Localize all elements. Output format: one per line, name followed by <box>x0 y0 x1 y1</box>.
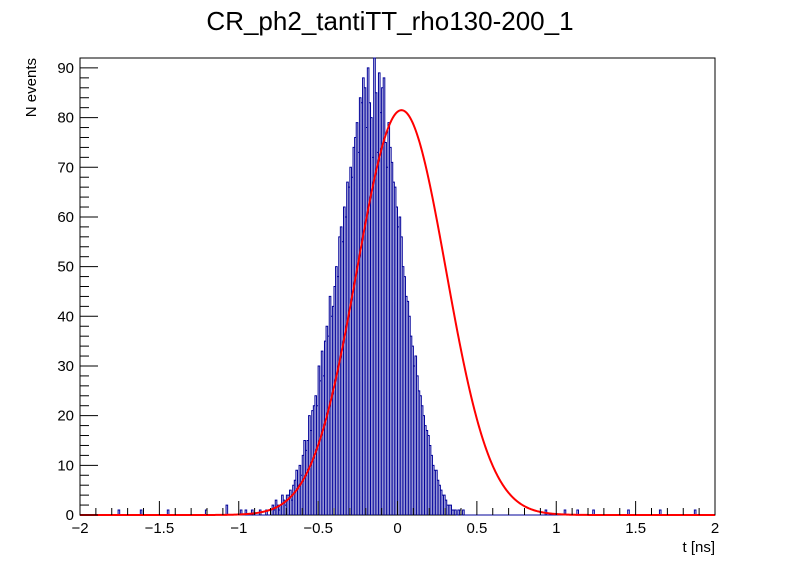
x-tick-label: −1.5 <box>145 520 175 537</box>
histogram-step-line <box>80 57 715 516</box>
y-tick-label: 60 <box>57 209 74 226</box>
x-tick-label: −1 <box>230 520 247 537</box>
gaussian-fit-curve <box>80 109 715 516</box>
y-tick-label: 30 <box>57 358 74 375</box>
x-axis-label: t [ns] <box>682 539 715 556</box>
x-tick-label: 0 <box>393 520 401 537</box>
x-tick-label: −2 <box>71 520 88 537</box>
y-tick-label: 0 <box>66 507 74 524</box>
y-tick-label: 20 <box>57 408 74 425</box>
x-tick-label: 0.5 <box>466 520 487 537</box>
x-tick-label: 1 <box>552 520 560 537</box>
y-tick-label: 80 <box>57 110 74 127</box>
histogram-series <box>80 57 715 516</box>
y-tick-label: 70 <box>57 159 74 176</box>
y-tick-label: 90 <box>57 60 74 77</box>
gaussian-fit-series <box>80 109 715 516</box>
x-tick-label: 1.5 <box>625 520 646 537</box>
x-tick-label: −0.5 <box>303 520 333 537</box>
y-tick-label: 50 <box>57 259 74 276</box>
y-tick-label: 10 <box>57 457 74 474</box>
x-tick-label: 2 <box>711 520 719 537</box>
chart-title: CR_ph2_tantiTT_rho130-200_1 <box>206 6 573 36</box>
y-tick-label: 40 <box>57 308 74 325</box>
y-axis-label: N events <box>23 58 40 117</box>
